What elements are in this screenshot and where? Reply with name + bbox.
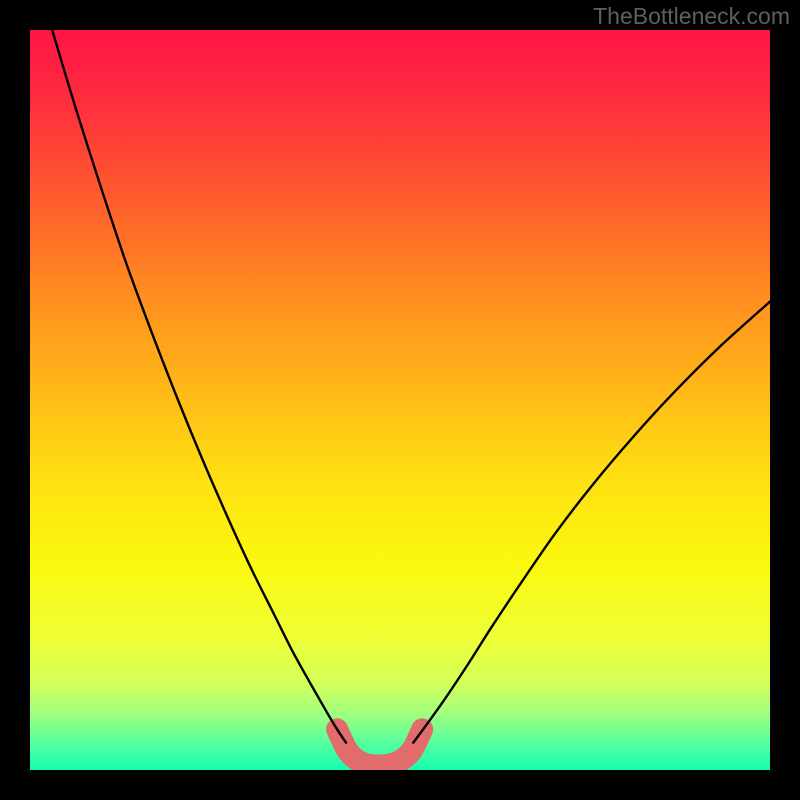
plot-background — [30, 30, 770, 770]
watermark-text: TheBottleneck.com — [593, 3, 790, 30]
chart-container: TheBottleneck.com — [0, 0, 800, 800]
bottleneck-curve-plot — [30, 30, 770, 770]
